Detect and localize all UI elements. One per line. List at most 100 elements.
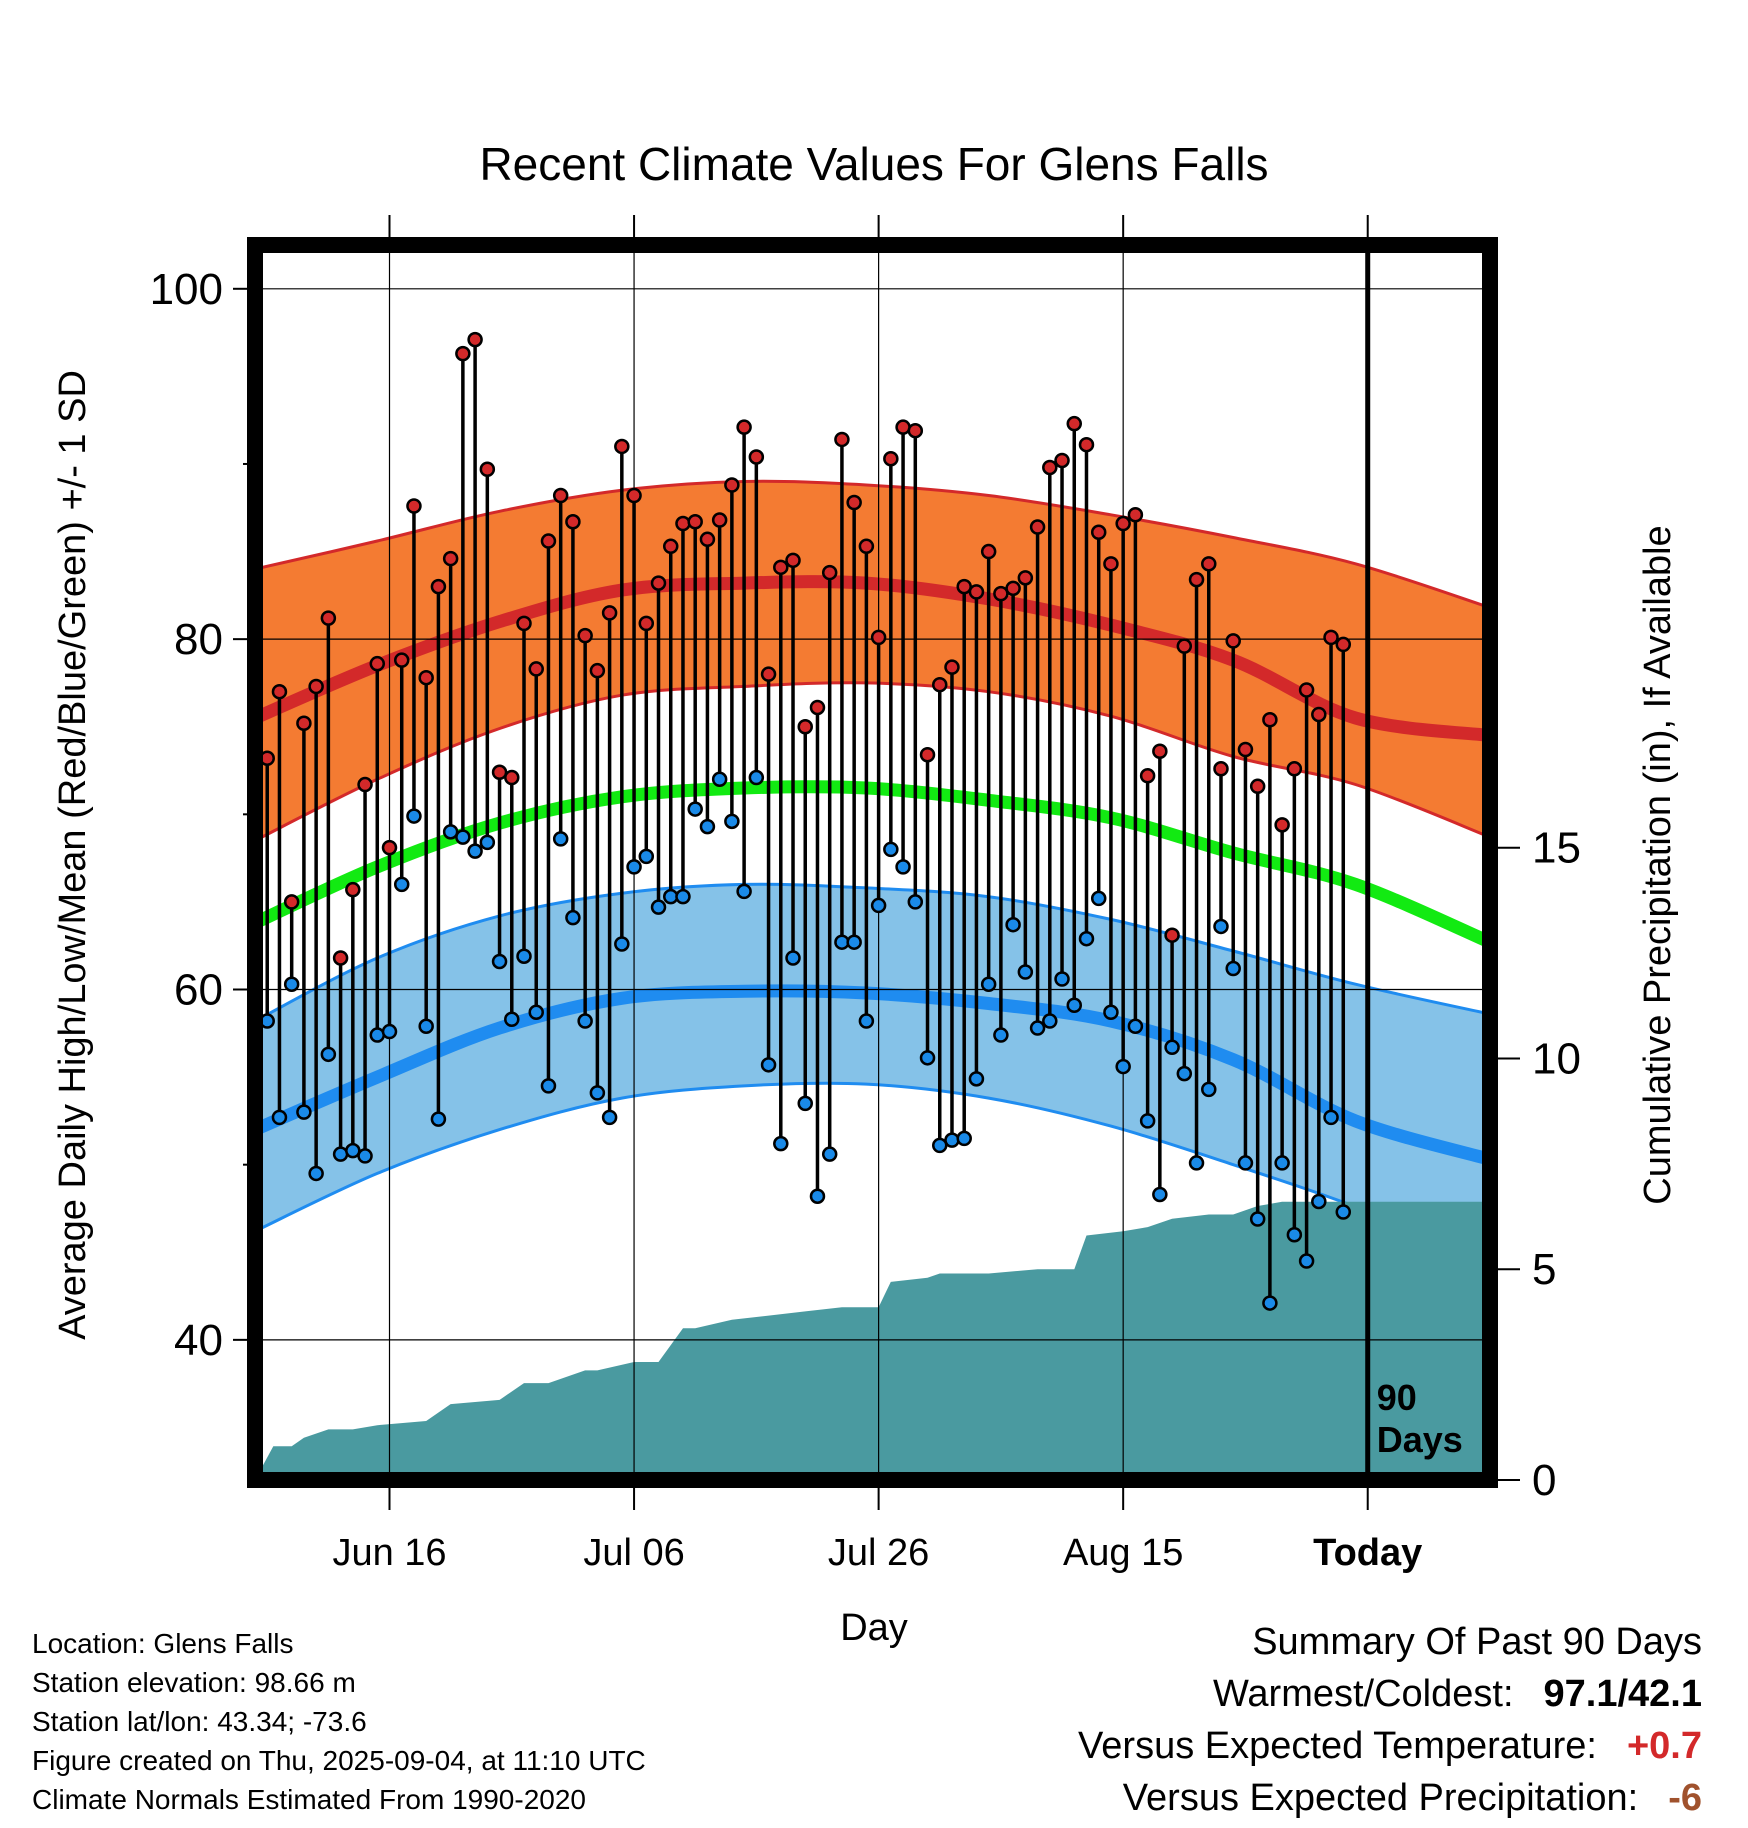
observed-low-point xyxy=(430,1111,447,1127)
observed-low-point xyxy=(724,813,740,830)
observed-low-point xyxy=(675,888,691,905)
observed-low-point xyxy=(760,1057,777,1073)
observed-high-point xyxy=(821,564,838,581)
observed-low-point xyxy=(687,801,703,817)
observed-high-point xyxy=(345,881,361,898)
observed-low-point xyxy=(320,1046,337,1063)
observed-high-point xyxy=(760,666,777,682)
observed-high-point xyxy=(870,629,887,646)
observed-low-point xyxy=(406,808,422,824)
observed-low-point xyxy=(1164,1039,1180,1056)
created-text: Figure created on Thu, 2025-09-04, at 11… xyxy=(32,1745,646,1776)
observed-low-point xyxy=(809,1188,826,1204)
observed-high-point xyxy=(638,615,655,632)
summary-panel: Summary Of Past 90 Days Warmest/Coldest:… xyxy=(1078,1616,1702,1824)
observed-high-point xyxy=(932,676,948,693)
y2-tick-label: 10 xyxy=(1532,1034,1581,1083)
y-tick-label: 60 xyxy=(174,966,223,1015)
observed-low-point xyxy=(381,1023,398,1040)
normals-text: Climate Normals Estimated From 1990-2020 xyxy=(32,1784,586,1815)
observed-low-point xyxy=(589,1085,606,1101)
observed-high-point xyxy=(858,538,875,555)
days-label-text: 90 xyxy=(1377,1377,1417,1418)
observed-high-point xyxy=(442,550,459,567)
observed-low-point xyxy=(601,1109,618,1126)
observed-low-point xyxy=(455,829,471,845)
observed-low-point xyxy=(846,934,862,950)
observed-high-point xyxy=(455,345,471,362)
observed-low-point xyxy=(883,841,899,858)
y2-axis-label: Cumulative Precipitation (in), If Availa… xyxy=(1637,525,1679,1204)
observed-low-point xyxy=(540,1078,557,1094)
elevation-text: Station elevation: 98.66 m xyxy=(32,1667,356,1698)
observed-high-point xyxy=(308,678,324,695)
observed-high-point xyxy=(956,578,972,595)
observed-low-point xyxy=(711,771,728,788)
y-tick-label: 40 xyxy=(174,1316,223,1365)
precip-label: Versus Expected Precipitation: xyxy=(1122,1777,1639,1819)
observed-high-point xyxy=(369,655,386,672)
observed-low-point xyxy=(1042,1013,1058,1029)
precip-area xyxy=(255,1201,1490,1480)
precip-value: -6 xyxy=(1668,1777,1702,1819)
observed-high-point xyxy=(393,652,410,668)
observed-high-point xyxy=(614,438,630,455)
observed-low-point xyxy=(638,848,655,865)
observed-high-point xyxy=(773,559,789,576)
observed-high-point xyxy=(883,450,899,467)
observed-high-point xyxy=(491,764,508,781)
observed-high-point xyxy=(1262,711,1278,728)
observed-high-point xyxy=(699,531,716,548)
observed-high-point xyxy=(968,584,985,600)
x-tick-label: Jul 26 xyxy=(828,1532,929,1574)
y2-tick-label: 15 xyxy=(1532,824,1581,873)
observed-high-point xyxy=(381,839,398,856)
observed-high-point xyxy=(565,514,581,530)
observed-high-point xyxy=(1139,768,1156,784)
observed-low-point xyxy=(870,897,887,914)
observed-low-point xyxy=(1213,918,1229,935)
observed-low-point xyxy=(932,1137,948,1154)
observed-high-point xyxy=(650,575,667,591)
x-axis-label: Day xyxy=(840,1607,908,1649)
observed-high-point xyxy=(1152,743,1168,760)
observed-low-point xyxy=(491,953,508,970)
observed-high-point xyxy=(479,461,496,477)
observed-low-point xyxy=(1127,1018,1144,1035)
observed-low-point xyxy=(1286,1227,1303,1243)
x-tick-label: Aug 15 xyxy=(1063,1532,1183,1574)
observed-low-point xyxy=(748,769,765,786)
observed-low-point xyxy=(858,1013,875,1029)
observed-low-point xyxy=(1311,1193,1327,1210)
observed-low-point xyxy=(1188,1155,1205,1171)
latlon-text: Station lat/lon: 43.34; -73.6 xyxy=(32,1706,367,1737)
observed-low-point xyxy=(1298,1253,1315,1269)
observed-low-point xyxy=(1066,997,1083,1014)
observed-low-point xyxy=(1054,971,1070,987)
temp-row: Versus Expected Temperature: +0.7 xyxy=(1078,1720,1702,1772)
observed-low-point xyxy=(895,859,911,875)
observed-low-point xyxy=(1249,1211,1266,1227)
observed-high-point xyxy=(944,659,960,675)
observed-high-point xyxy=(1249,778,1266,795)
observed-low-point xyxy=(968,1071,985,1087)
observed-high-point xyxy=(846,494,862,511)
observed-high-point xyxy=(662,538,679,555)
observed-low-point xyxy=(650,899,667,915)
observed-low-point xyxy=(467,843,483,859)
observed-low-point xyxy=(626,859,642,875)
observed-high-point xyxy=(1029,519,1046,535)
observed-low-point xyxy=(1005,916,1021,933)
x-tick-label: Jun 16 xyxy=(332,1532,446,1574)
observed-high-point xyxy=(919,747,936,763)
observed-high-point xyxy=(1042,459,1058,476)
observed-low-point xyxy=(1262,1295,1278,1311)
observed-low-point xyxy=(442,824,459,840)
observed-high-point xyxy=(1274,817,1290,833)
observed-high-point xyxy=(1237,741,1254,758)
days-label-text: Days xyxy=(1377,1419,1463,1460)
observed-high-point xyxy=(1335,636,1352,653)
observed-low-point xyxy=(736,883,752,900)
